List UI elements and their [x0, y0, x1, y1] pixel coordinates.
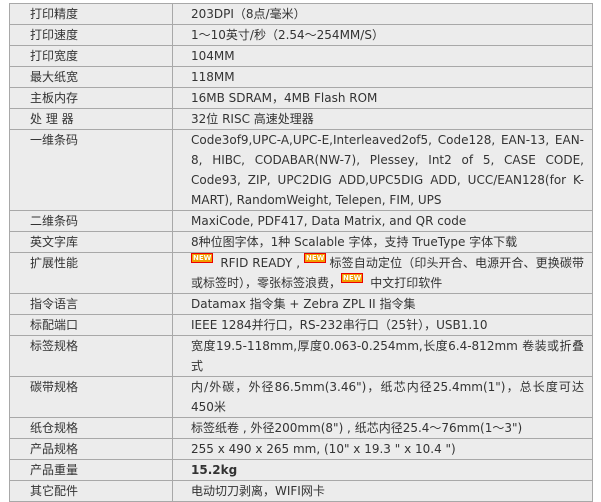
spec-label: 处 理 器: [9, 108, 173, 130]
spec-value: Code3of9,UPC-A,UPC-E,Interleaved2of5, Co…: [172, 129, 593, 211]
spec-label: 其它配件: [9, 480, 173, 502]
spec-value: 203DPI（8点/毫米）: [172, 3, 593, 25]
spec-label: 扩展性能: [9, 252, 173, 294]
spec-label: 打印宽度: [9, 45, 173, 67]
new-badge-icon: NEW: [341, 273, 364, 283]
spec-row: 产品规格 255 x 490 x 265 mm, (10" x 19.3 " x …: [9, 438, 593, 460]
spec-label: 标签规格: [9, 335, 173, 377]
spec-row: 其它配件 电动切刀剥离，WIFI网卡: [9, 480, 593, 502]
new-badge-icon: NEW: [304, 253, 327, 263]
spec-label: 指令语言: [9, 293, 173, 315]
spec-value: MaxiCode, PDF417, Data Matrix, and QR co…: [172, 210, 593, 232]
spec-row: 英文字库 8种位图字体，1种 Scalable 字体，支持 TrueType 字体…: [9, 231, 593, 253]
spec-row: 产品重量 15.2kg: [9, 459, 593, 481]
spec-row: 标签规格 宽度19.5-118mm,厚度0.063-0.254mm,长度6.4-8…: [9, 335, 593, 377]
spec-row: 标配端口 IEEE 1284并行口，RS-232串行口（25针），USB1.10: [9, 314, 593, 336]
spec-label: 产品重量: [9, 459, 173, 481]
new-badge-icon: NEW: [191, 253, 214, 263]
spec-row: 处 理 器 32位 RISC 高速处理器: [9, 108, 593, 130]
spec-row: 纸仓规格 标签纸卷 , 外径200mm(8") , 纸芯内径25.4～76mm(1…: [9, 417, 593, 439]
spec-value: 118MM: [172, 66, 593, 88]
spec-value: 255 x 490 x 265 mm, (10" x 19.3 " x 10.4…: [172, 438, 593, 460]
spec-value: IEEE 1284并行口，RS-232串行口（25针），USB1.10: [172, 314, 593, 336]
spec-value: 32位 RISC 高速处理器: [172, 108, 593, 130]
spec-label: 碳带规格: [9, 376, 173, 418]
spec-row: 最大纸宽 118MM: [9, 66, 593, 88]
spec-label: 主板内存: [9, 87, 173, 109]
spec-row: 打印宽度 104MM: [9, 45, 593, 67]
spec-label: 打印速度: [9, 24, 173, 46]
spec-label: 纸仓规格: [9, 417, 173, 439]
spec-row: 指令语言 Datamax 指令集 + Zebra ZPL II 指令集: [9, 293, 593, 315]
spec-label: 最大纸宽: [9, 66, 173, 88]
spec-value: NEW RFID READY , NEW 标签自动定位（印头开合、电源开合、更换碳…: [172, 252, 593, 294]
spec-row: 碳带规格 内/外碳，外径86.5mm(3.46")，纸芯内径25.4mm(1")，…: [9, 376, 593, 418]
spec-value: 8种位图字体，1种 Scalable 字体，支持 TrueType 字体下载: [172, 231, 593, 253]
spec-row: 二维条码 MaxiCode, PDF417, Data Matrix, and Q…: [9, 210, 593, 232]
spec-value: 104MM: [172, 45, 593, 67]
feature-text: RFID READY ,: [216, 256, 305, 270]
spec-value: 16MB SDRAM，4MB Flash ROM: [172, 87, 593, 109]
spec-row: 主板内存 16MB SDRAM，4MB Flash ROM: [9, 87, 593, 109]
spec-value: 内/外碳，外径86.5mm(3.46")，纸芯内径25.4mm(1")，总长度可…: [172, 376, 593, 418]
spec-value: 宽度19.5-118mm,厚度0.063-0.254mm,长度6.4-812mm…: [172, 335, 593, 377]
spec-value: 1～10英寸/秒（2.54～254MM/S）: [172, 24, 593, 46]
spec-label: 标配端口: [9, 314, 173, 336]
spec-row: 一维条码 Code3of9,UPC-A,UPC-E,Interleaved2of5…: [9, 129, 593, 211]
spec-label: 产品规格: [9, 438, 173, 460]
spec-label: 英文字库: [9, 231, 173, 253]
spec-label: 一维条码: [9, 129, 173, 211]
spec-value: 15.2kg: [172, 459, 593, 481]
feature-text: 中文打印软件: [366, 276, 443, 290]
spec-value: 标签纸卷 , 外径200mm(8") , 纸芯内径25.4～76mm(1～3"): [172, 417, 593, 439]
spec-value: Datamax 指令集 + Zebra ZPL II 指令集: [172, 293, 593, 315]
spec-row: 扩展性能 NEW RFID READY , NEW 标签自动定位（印头开合、电源开合…: [9, 252, 593, 294]
spec-label: 二维条码: [9, 210, 173, 232]
feature-text: 标签自动定位（印头开合、电源开合、更换碳带或标签时），零张标签浪费，: [191, 256, 584, 290]
spec-table: 打印精度 203DPI（8点/毫米） 打印速度 1～10英寸/秒（2.54～254MM…: [9, 3, 593, 502]
spec-value: 电动切刀剥离，WIFI网卡: [172, 480, 593, 502]
spec-row: 打印精度 203DPI（8点/毫米）: [9, 3, 593, 25]
spec-label: 打印精度: [9, 3, 173, 25]
spec-row: 打印速度 1～10英寸/秒（2.54～254MM/S）: [9, 24, 593, 46]
